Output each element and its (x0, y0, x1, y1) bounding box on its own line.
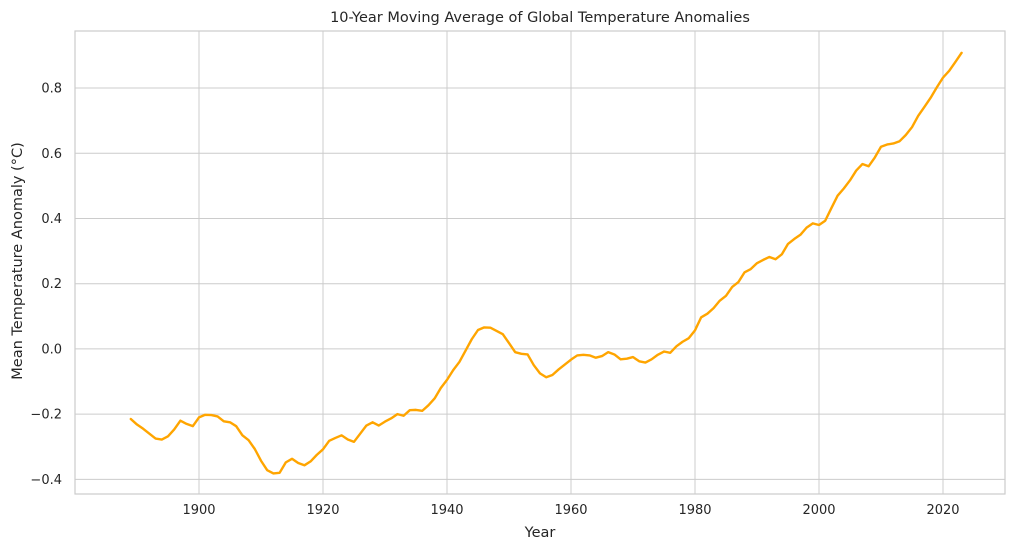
x-tick-label: 1980 (678, 503, 711, 518)
y-tick-label: 0.6 (41, 147, 62, 162)
x-tick-label: 2020 (926, 503, 959, 518)
y-tick-label: −0.4 (30, 473, 62, 488)
y-tick-label: 0.8 (41, 82, 62, 97)
y-tick-label: 0.0 (41, 342, 62, 357)
x-tick-label: 1960 (554, 503, 587, 518)
y-axis-label: Mean Temperature Anomaly (°C) (10, 142, 26, 379)
x-tick-label: 2000 (802, 503, 835, 518)
chart-title: 10-Year Moving Average of Global Tempera… (330, 10, 750, 26)
plot-frame (74, 30, 1006, 495)
series-layer (129, 51, 963, 475)
tick-labels: 1900 1920 1940 1960 1980 2000 2020 −0.4 −0.2 0.0 0… (30, 82, 959, 518)
x-axis-label: Year (524, 525, 556, 541)
x-tick-label: 1920 (306, 503, 339, 518)
y-tick-label: −0.2 (30, 408, 62, 423)
x-tick-label: 1940 (430, 503, 463, 518)
y-tick-label: 0.2 (41, 277, 62, 292)
grid-lines (75, 31, 1005, 494)
y-tick-label: 0.4 (41, 212, 62, 227)
series-line (129, 51, 963, 475)
x-tick-label: 1900 (182, 503, 215, 518)
